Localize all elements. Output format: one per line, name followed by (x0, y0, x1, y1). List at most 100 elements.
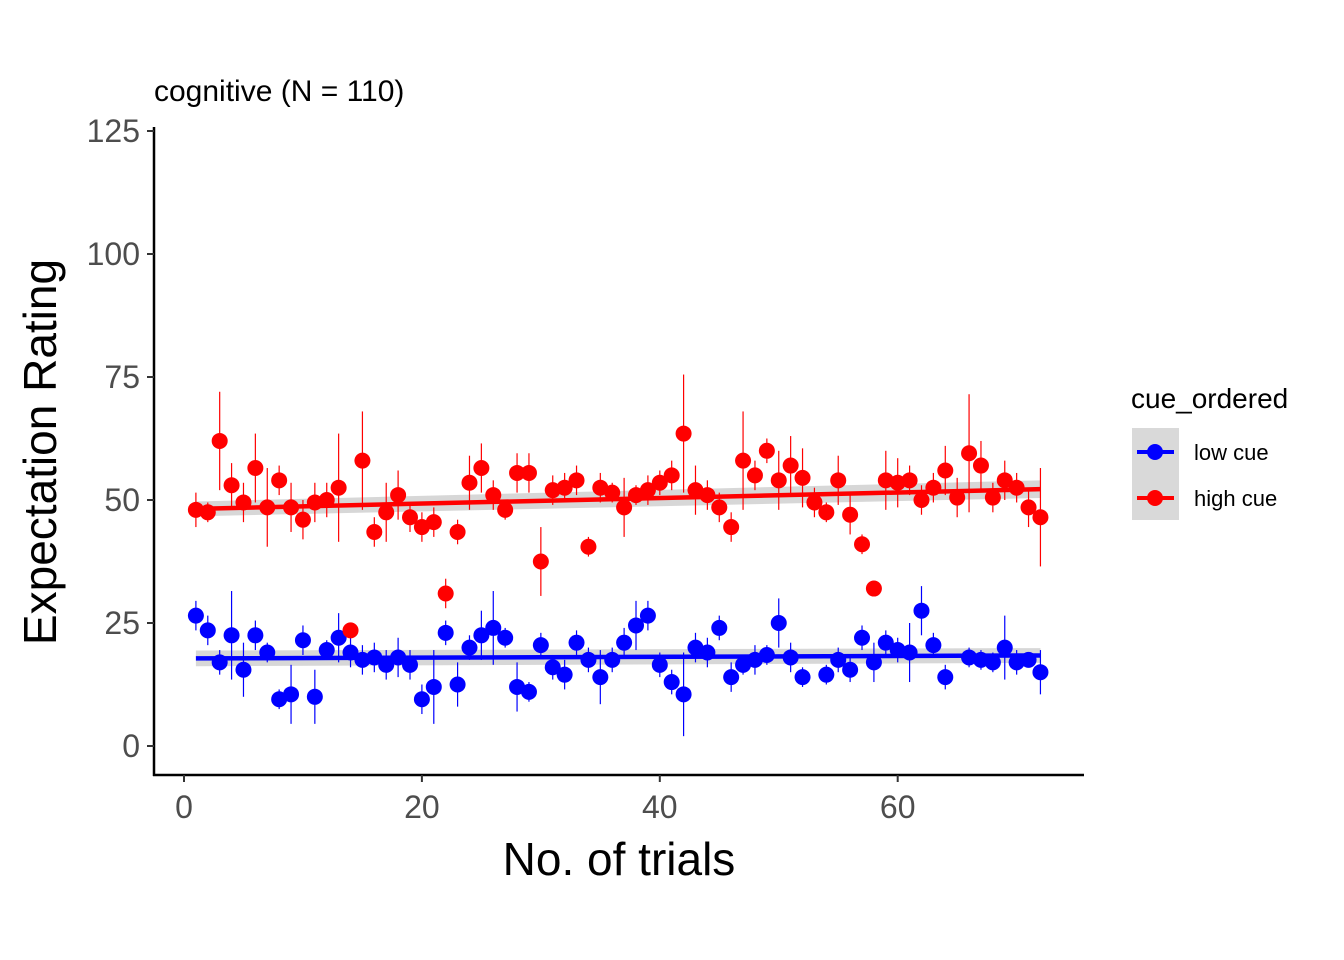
data-point-high-cue (520, 464, 537, 481)
data-point-low-cue (223, 627, 240, 644)
data-point-low-cue (616, 634, 633, 651)
data-point-low-cue (199, 622, 216, 639)
data-point-low-cue (449, 676, 466, 693)
data-point-low-cue (604, 651, 621, 668)
data-point-high-cue (378, 504, 395, 521)
legend: cue_ordered low cue high cue (1131, 383, 1288, 520)
data-point-low-cue (485, 619, 502, 636)
data-point-low-cue (877, 634, 894, 651)
data-point-high-cue (984, 489, 1001, 506)
data-point-high-cue (830, 472, 847, 489)
data-point-high-cue (842, 506, 859, 523)
x-tick-label: 40 (642, 789, 678, 825)
x-tick-label: 20 (404, 789, 440, 825)
data-point-high-cue (509, 464, 526, 481)
data-point-low-cue (663, 674, 680, 691)
data-point-low-cue (675, 686, 692, 703)
data-point-high-cue (723, 519, 740, 536)
x-tick-label: 0 (175, 789, 193, 825)
data-point-low-cue (544, 659, 561, 676)
data-point-low-cue (437, 624, 454, 641)
data-point-low-cue (497, 629, 514, 646)
data-point-low-cue (402, 656, 419, 673)
axes: 0 25 50 75 100 125 0 20 40 60 (87, 113, 916, 825)
data-point-low-cue (925, 637, 942, 654)
data-point-low-cue (592, 669, 609, 686)
data-point-low-cue (580, 651, 597, 668)
data-point-low-cue (413, 691, 430, 708)
data-point-low-cue (318, 642, 335, 659)
data-point-high-cue (735, 452, 752, 469)
data-point-high-cue (806, 494, 823, 511)
data-point-high-cue (330, 479, 347, 496)
data-point-low-cue (865, 654, 882, 671)
data-point-high-cue (651, 474, 668, 491)
data-point-high-cue (996, 472, 1013, 489)
trend-line-high-cue (195, 486, 1041, 512)
data-point-high-cue (247, 460, 264, 477)
data-point-low-cue (1032, 664, 1049, 681)
data-point-high-cue (556, 479, 573, 496)
y-tick-label: 125 (87, 113, 140, 149)
data-point-low-cue (996, 639, 1013, 656)
data-point-low-cue (520, 683, 537, 700)
data-point-low-cue (294, 632, 311, 649)
data-point-high-cue (294, 511, 311, 528)
data-point-high-cue (972, 457, 989, 474)
data-point-low-cue (461, 639, 478, 656)
y-axis-title: Expectation Rating (14, 259, 66, 645)
data-point-low-cue (378, 656, 395, 673)
data-point-high-cue (604, 484, 621, 501)
data-point-high-cue (770, 472, 787, 489)
data-point-low-cue (532, 637, 549, 654)
data-point-high-cue (865, 580, 882, 597)
data-point-low-cue (568, 634, 585, 651)
y-tick-label: 0 (122, 728, 140, 764)
data-point-high-cue (342, 622, 359, 639)
x-axis-title: No. of trials (503, 833, 736, 885)
data-point-high-cue (1020, 499, 1037, 516)
data-point-high-cue (568, 472, 585, 489)
data-point-high-cue (271, 472, 288, 489)
data-point-high-cue (818, 504, 835, 521)
data-point-high-cue (402, 509, 419, 526)
data-point-low-cue (330, 629, 347, 646)
legend-label-high-cue: high cue (1194, 486, 1277, 511)
data-point-low-cue (1008, 654, 1025, 671)
x-tick-label: 60 (880, 789, 916, 825)
data-point-low-cue (556, 666, 573, 683)
data-point-high-cue (223, 477, 240, 494)
data-point-low-cue (984, 654, 1001, 671)
data-point-high-cue (461, 474, 478, 491)
data-point-high-cue (913, 492, 930, 508)
data-point-high-cue (794, 469, 811, 486)
data-point-high-cue (877, 472, 894, 489)
data-point-high-cue (532, 553, 549, 570)
data-point-low-cue (306, 688, 323, 705)
legend-title: cue_ordered (1131, 383, 1288, 414)
legend-key-low-cue (1137, 444, 1174, 460)
data-point-low-cue (628, 617, 645, 634)
data-point-low-cue (794, 669, 811, 686)
data-point-low-cue (913, 602, 930, 619)
y-tick-label: 75 (104, 359, 140, 395)
data-point-high-cue (390, 487, 407, 504)
data-point-low-cue (247, 627, 264, 644)
data-point-high-cue (711, 499, 728, 516)
data-point-low-cue (425, 678, 442, 695)
data-point-high-cue (544, 482, 561, 499)
data-point-high-cue (187, 501, 204, 518)
data-point-low-cue (770, 615, 787, 631)
data-point-high-cue (485, 487, 502, 504)
data-point-high-cue (961, 445, 978, 462)
data-point-high-cue (639, 482, 656, 499)
legend-key-high-cue (1137, 490, 1174, 506)
data-point-high-cue (437, 585, 454, 602)
data-point-low-cue (651, 656, 668, 673)
data-point-low-cue (842, 661, 859, 678)
data-point-high-cue (1032, 509, 1049, 526)
data-point-high-cue (758, 442, 775, 459)
data-point-high-cue (937, 462, 954, 479)
data-point-high-cue (354, 452, 371, 469)
